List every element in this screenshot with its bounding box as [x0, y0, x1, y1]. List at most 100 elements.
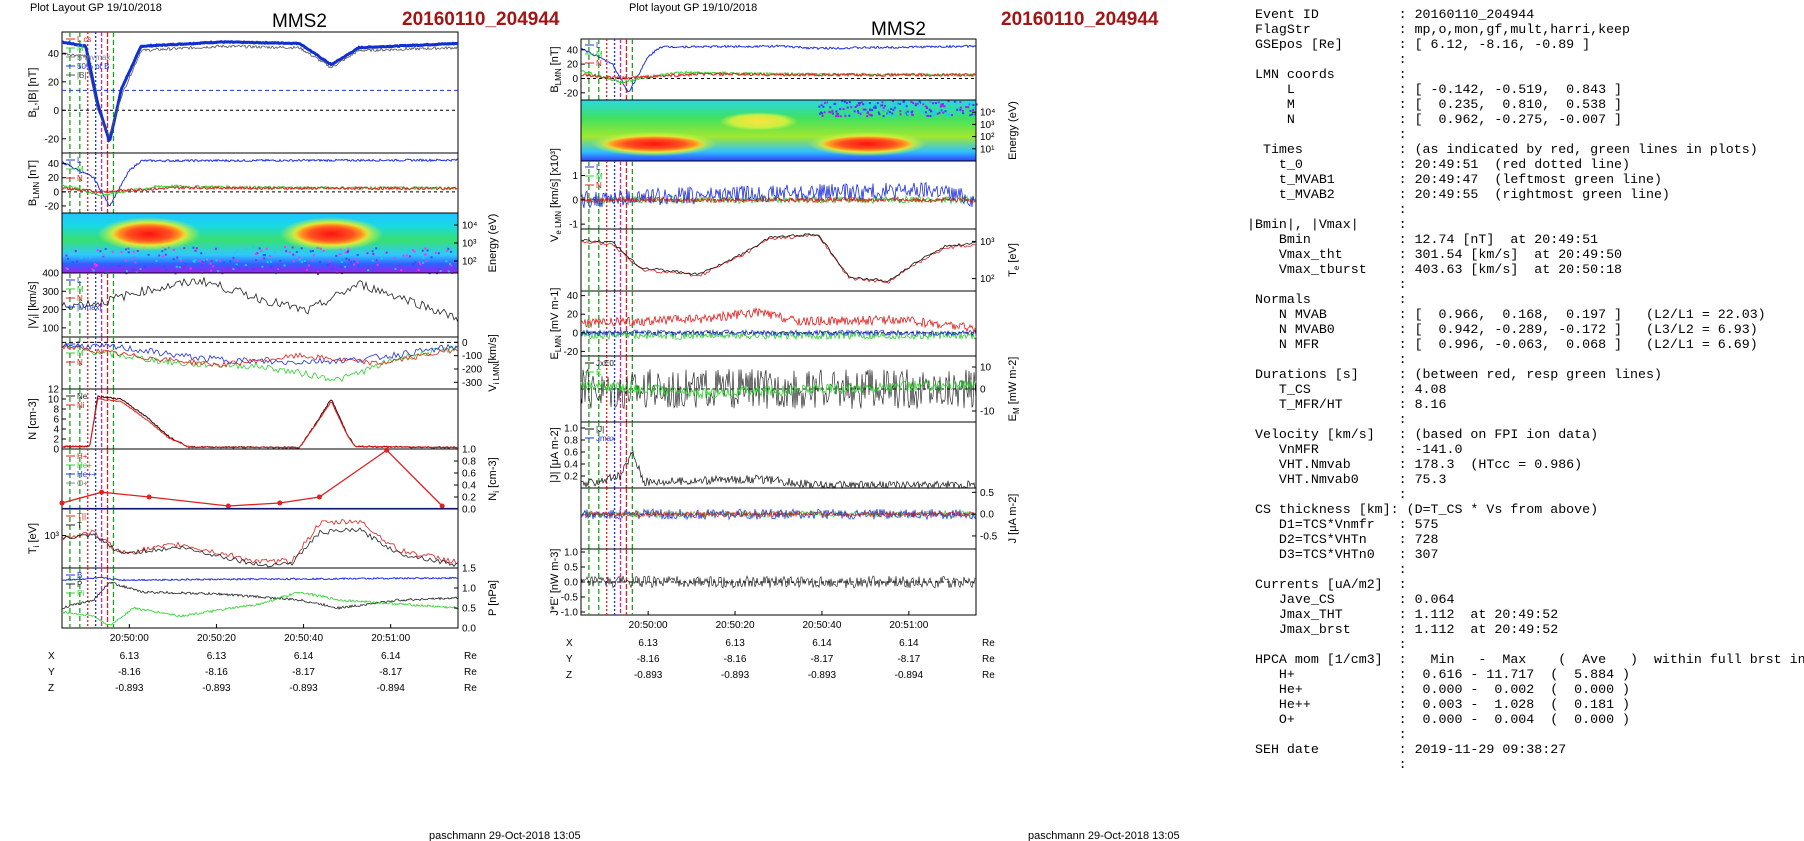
- legend-entry: H+: [77, 452, 88, 461]
- legend-entry: JxE0: [596, 359, 614, 368]
- series-VeN: [580, 196, 977, 204]
- position-row-label: X: [566, 638, 573, 649]
- spectrogram-pixel: [448, 262, 451, 265]
- spectrogram-pixel: [929, 115, 932, 118]
- spectrogram-pixel: [134, 261, 137, 264]
- y-axis-label-1: BLMN [nT]: [27, 160, 41, 206]
- series-BL: [61, 158, 459, 207]
- summary-line: Event ID : 20160110_204944: [1247, 7, 1535, 22]
- left-title: MMS2: [272, 11, 327, 32]
- spectrogram-pixel: [347, 250, 350, 253]
- y-tick-label: 20: [48, 173, 60, 184]
- spectrogram-pixel: [158, 269, 161, 272]
- spectrogram-pixel: [158, 254, 161, 257]
- spectrogram-pixel: [857, 111, 860, 114]
- series-E-slow: [580, 379, 977, 400]
- spectrogram-pixel: [918, 100, 921, 103]
- y-tick-label: 40: [48, 159, 60, 170]
- spectrogram-pixel: [339, 265, 342, 268]
- summary-line: N : [ 0.962, -0.275, -0.007 ]: [1247, 112, 1623, 127]
- y-tick-label: 10: [48, 395, 60, 406]
- spectrogram-pixel: [235, 263, 238, 266]
- spectrogram-pixel: [216, 246, 219, 249]
- spectrogram-pixel: [222, 261, 225, 264]
- spectrogram-pixel: [837, 115, 840, 118]
- spectrogram-pixel: [939, 105, 942, 108]
- spectrogram-pixel: [948, 114, 951, 117]
- spectrogram-pixel: [348, 258, 351, 261]
- spectrogram-pixel: [910, 111, 913, 114]
- spectrogram-pixel: [865, 102, 868, 105]
- spectrogram-pixel: [821, 112, 824, 115]
- y-axis-label-main: B: [27, 110, 39, 117]
- legend-entry: Pi: [77, 589, 84, 598]
- summary-line: LMN coords :: [1247, 67, 1407, 82]
- spectrogram-pixel: [74, 249, 77, 252]
- spectrogram-pixel: [446, 249, 449, 252]
- right-event-id: 20160110_204944: [1001, 9, 1159, 30]
- spectrogram-pixel: [286, 248, 289, 251]
- spectrogram-pixel: [873, 104, 876, 107]
- position-value: -0.894: [895, 670, 924, 681]
- spectrogram-pixel: [874, 105, 877, 108]
- spectrogram-pixel: [283, 246, 286, 249]
- spectrogram-pixel: [917, 105, 920, 108]
- y-axis-label-4: ELMN [mV m-1]: [549, 288, 563, 360]
- y-tick-label: 0.2: [564, 472, 578, 483]
- spectrogram-pixel: [892, 109, 895, 112]
- y-tick-label: 40: [567, 45, 579, 56]
- series-Vi-magnitude: [61, 277, 459, 323]
- series-ViN: [61, 344, 459, 368]
- left-time-axis: 20:50:00 20:50:20 20:50:40 20:51:00 X 6.13 6.1…: [48, 624, 477, 694]
- spectrogram-pixel: [244, 264, 247, 267]
- y-tick-label: 20: [567, 60, 579, 71]
- spectrogram-pixel: [95, 264, 98, 267]
- summary-line: Jave_CS : 0.064: [1247, 592, 1455, 607]
- spectrogram-pixel: [934, 102, 937, 105]
- spectrogram-hot-region: [291, 222, 371, 246]
- spectrogram-pixel: [835, 112, 838, 115]
- summary-line: t_MVAB2 : 20:49:55 (rightmost green line…: [1247, 187, 1670, 202]
- right-title: MMS2: [871, 19, 926, 40]
- spectrogram-pixel: [902, 100, 905, 103]
- position-value: -8.17: [292, 667, 315, 678]
- spectrogram-pixel: [894, 114, 897, 117]
- y-tick-label: -20: [564, 88, 579, 99]
- spectrogram-pixel: [217, 270, 220, 273]
- y-tick-label: 1.0: [462, 584, 476, 595]
- spectrogram-pixel: [818, 112, 821, 115]
- spectrogram-pixel: [262, 254, 265, 257]
- spectrogram-pixel: [414, 261, 417, 264]
- y-tick-label: 10⁴: [462, 221, 477, 232]
- legend-entry: N: [596, 59, 602, 68]
- y-tick-label: 1.0: [564, 548, 578, 559]
- spectrogram-pixel: [936, 100, 939, 103]
- spectrogram-pixel: [366, 252, 369, 255]
- spectrogram-pixel: [119, 264, 122, 267]
- spectrogram-pixel: [229, 260, 232, 263]
- spectrogram-pixel: [297, 249, 300, 252]
- series-JN: [580, 510, 977, 519]
- spectrogram-pixel: [194, 259, 197, 262]
- y-axis-label-sub: LMN: [554, 68, 563, 85]
- summary-line: M : [ 0.235, 0.810, 0.538 ]: [1247, 97, 1623, 112]
- spectrogram-pixel: [450, 264, 453, 267]
- spectrogram-pixel: [831, 110, 834, 113]
- summary-line: N MFR : [ 0.996, -0.063, 0.068 ] (L2/L1 …: [1247, 337, 1758, 352]
- spectrogram-pixel: [438, 267, 441, 270]
- spectrogram-pixel: [437, 252, 440, 255]
- spectrogram-pixel: [962, 103, 965, 106]
- y-tick-label: -100: [462, 351, 482, 362]
- position-unit: Re: [464, 667, 477, 678]
- summary-line: He++ : 0.003 - 1.028 ( 0.181 ): [1247, 697, 1631, 712]
- position-row-label: Z: [566, 670, 572, 681]
- spectrogram-pixel: [295, 251, 298, 254]
- summary-line: Vmax_tburst : 403.63 [km/s] at 20:50:18: [1247, 262, 1623, 277]
- y-axis-label-8: J*E' [nW m-3]: [549, 549, 561, 616]
- spectrogram-pixel: [911, 114, 914, 117]
- spectrogram-pixel: [413, 250, 416, 253]
- y-tick-label: -20: [564, 347, 579, 358]
- panel-frame: [61, 508, 459, 569]
- spectrogram-pixel: [132, 256, 135, 259]
- spectrogram-pixel: [926, 106, 929, 109]
